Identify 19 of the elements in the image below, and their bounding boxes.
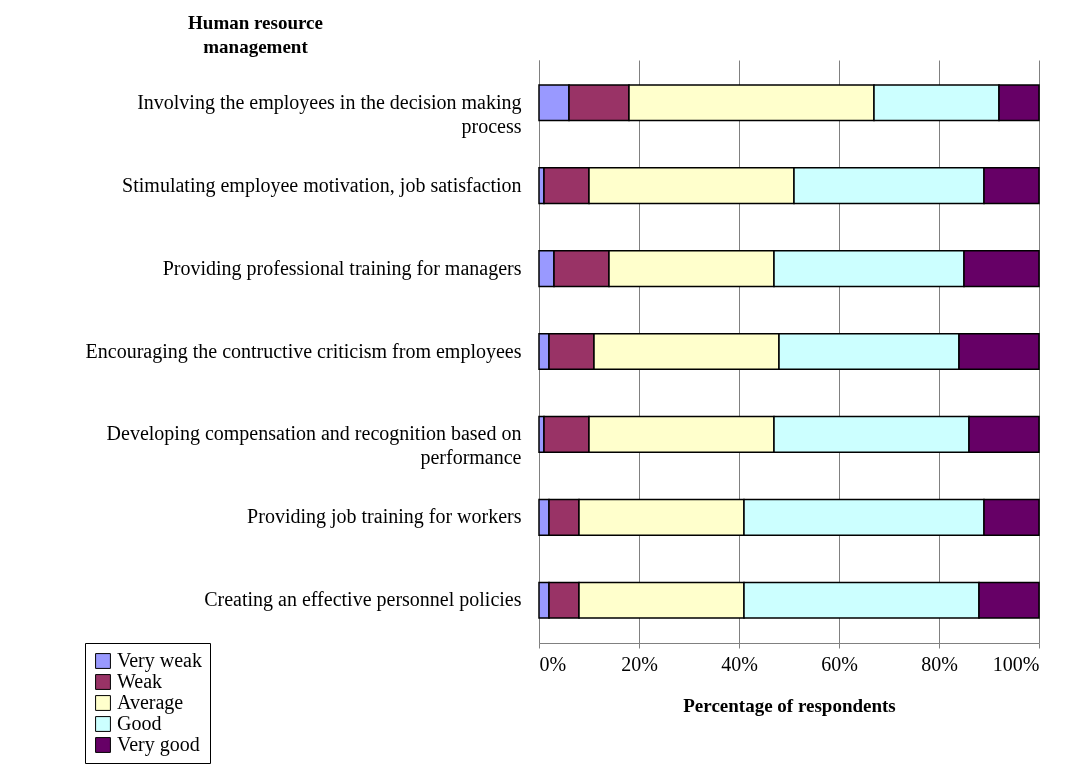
y-tick-label: Encouraging the contructive criticism from employees <box>85 339 522 363</box>
x-tick-label: 0% <box>539 652 567 675</box>
y-tick-label: Involving the employees in the decision making process <box>137 90 522 138</box>
legend-label: Average <box>117 691 184 714</box>
y-axis-title: Human resource management <box>188 11 323 57</box>
x-tick-label: 20% <box>621 652 658 675</box>
x-axis-title: Percentage of respondents <box>683 694 896 716</box>
legend-label: Very weak <box>117 649 202 672</box>
x-tick-label: 100% <box>992 652 1040 675</box>
x-tick-label: 60% <box>821 652 858 675</box>
y-tick-label: Stimulating employee motivation, job satisfaction <box>122 173 522 197</box>
y-tick-label: Developing compensation and recognition based on performance <box>106 422 522 470</box>
y-tick-label: Creating an effective personnel policies <box>204 588 522 612</box>
x-tick-label: 40% <box>721 652 758 675</box>
y-tick-label: Providing professional training for managers <box>162 256 522 280</box>
y-tick-label: Providing job training for workers <box>247 505 522 529</box>
legend-label: Very good <box>117 733 200 756</box>
x-tick-label: 80% <box>921 652 958 675</box>
legend-label: Good <box>117 712 162 734</box>
